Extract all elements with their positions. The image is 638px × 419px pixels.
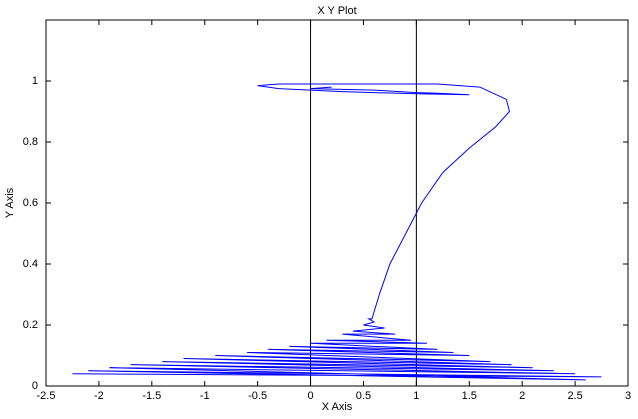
x-tick-label: 3 [625,390,631,402]
x-tick-label: -2.5 [37,390,56,402]
data-line [72,83,602,381]
x-tick-label: -0.5 [248,390,267,402]
y-tick-label: 0.8 [23,136,38,148]
x-tick-label: -1.5 [142,390,161,402]
y-tick-label: 0 [32,380,38,392]
chart-title: X Y Plot [317,5,356,17]
y-tick-label: 0.2 [23,319,38,331]
x-tick-label: 2.5 [567,390,582,402]
x-tick-label: 2 [519,390,525,402]
x-tick-label: 1 [413,390,419,402]
y-tick-label: 1 [32,75,38,87]
y-tick-label: 0.4 [23,258,38,270]
x-tick-label: -2 [94,390,104,402]
x-tick-label: 0 [307,390,313,402]
x-tick-label: -1 [200,390,210,402]
x-axis-label: X Axis [322,401,353,413]
x-tick-label: 0.5 [356,390,371,402]
y-tick-label: 0.6 [23,197,38,209]
y-axis-label: Y Axis [4,187,16,218]
x-tick-label: 1.5 [462,390,477,402]
